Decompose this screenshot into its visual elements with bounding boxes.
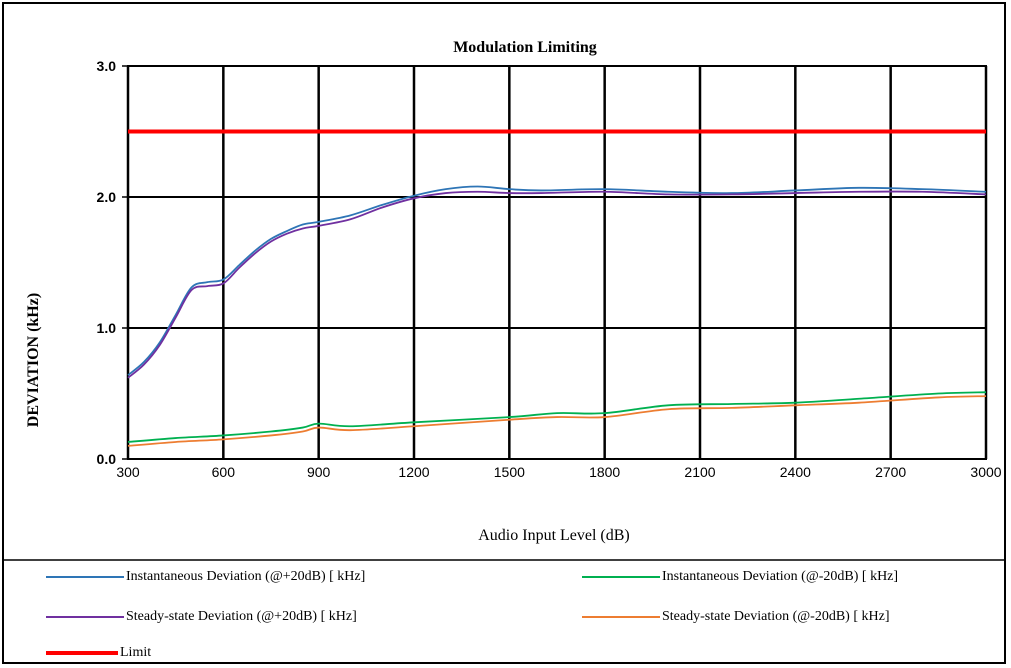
- legend-item-inst-plus20: Instantaneous Deviation (@+20dB) [ kHz]: [46, 568, 365, 586]
- legend-label: Instantaneous Deviation (@+20dB) [ kHz]: [126, 569, 366, 584]
- plot-area: [127, 65, 987, 460]
- y-tick-label-0: 0.0: [97, 451, 117, 467]
- y-tick-label-3: 3.0: [97, 58, 117, 74]
- x-tick-label-1: 600: [212, 464, 236, 480]
- legend-swatch: [582, 576, 660, 578]
- y-axis-label: DEVIATION (kHz): [25, 293, 42, 427]
- x-tick-label-9: 3000: [970, 464, 1001, 480]
- legend-swatch: [46, 576, 124, 578]
- x-tick-label-8: 2700: [875, 464, 906, 480]
- series-inst-plus20-line: [127, 185, 987, 376]
- series-inst-minus20-line: [127, 391, 987, 443]
- x-tick-label-4: 1500: [494, 464, 525, 480]
- legend: Instantaneous Deviation (@+20dB) [ kHz] …: [6, 562, 1006, 666]
- legend-item-inst-minus20: Instantaneous Deviation (@-20dB) [ kHz]: [582, 568, 898, 586]
- legend-label: Instantaneous Deviation (@-20dB) [ kHz]: [662, 569, 899, 584]
- legend-swatch: [46, 651, 118, 655]
- legend-swatch: [46, 616, 124, 618]
- legend-item-steady-plus20: Steady-state Deviation (@+20dB) [ kHz]: [46, 608, 357, 626]
- legend-label: Steady-state Deviation (@-20dB) [ kHz]: [662, 609, 890, 624]
- legend-item-steady-minus20: Steady-state Deviation (@-20dB) [ kHz]: [582, 608, 890, 626]
- x-axis-label: Audio Input Level (dB): [478, 527, 630, 544]
- series-steady-minus20-line: [127, 395, 987, 447]
- x-tick-label-6: 2100: [684, 464, 715, 480]
- x-tick-label-3: 1200: [398, 464, 429, 480]
- y-tick-label-2: 2.0: [97, 189, 117, 205]
- chart-title: Modulation Limiting: [453, 39, 597, 56]
- x-tick-label-0: 300: [116, 464, 140, 480]
- legend-item-limit: Limit: [46, 644, 151, 662]
- x-tick-label-5: 1800: [589, 464, 620, 480]
- y-tick-label-1: 1.0: [97, 320, 117, 336]
- legend-label: Limit: [120, 645, 152, 660]
- legend-swatch: [582, 616, 660, 618]
- x-tick-label-2: 900: [307, 464, 331, 480]
- legend-label: Steady-state Deviation (@+20dB) [ kHz]: [126, 609, 357, 624]
- x-tick-label-7: 2400: [780, 464, 811, 480]
- series-steady-plus20-line: [127, 190, 987, 379]
